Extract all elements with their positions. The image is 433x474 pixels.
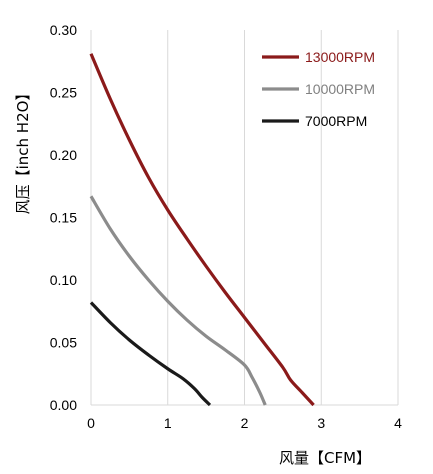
y-tick-label: 0.20 xyxy=(50,147,77,163)
x-tick-label: 1 xyxy=(164,415,172,431)
legend-label: 10000RPM xyxy=(305,81,375,97)
y-tick-label: 0.15 xyxy=(50,210,77,226)
series-line-10000RPM xyxy=(89,195,267,406)
y-tick-label: 0.10 xyxy=(50,272,77,288)
x-axis-title: 风量【CFM】 xyxy=(279,449,371,467)
legend-label: 7000RPM xyxy=(305,113,367,129)
y-axis-title: 风压【inch H2O】 xyxy=(14,86,32,215)
legend-label: 13000RPM xyxy=(305,49,375,65)
series-line-7000RPM xyxy=(89,301,212,407)
y-tick-label: 0.05 xyxy=(50,335,77,351)
x-tick-label: 2 xyxy=(241,415,249,431)
y-tick-label: 0.25 xyxy=(50,85,77,101)
x-tick-label: 3 xyxy=(317,415,325,431)
x-tick-label: 0 xyxy=(87,415,95,431)
series-line-13000RPM xyxy=(89,53,315,407)
y-tick-label: 0.30 xyxy=(50,22,77,38)
y-tick-label: 0.00 xyxy=(50,397,77,413)
x-tick-label: 4 xyxy=(394,415,402,431)
